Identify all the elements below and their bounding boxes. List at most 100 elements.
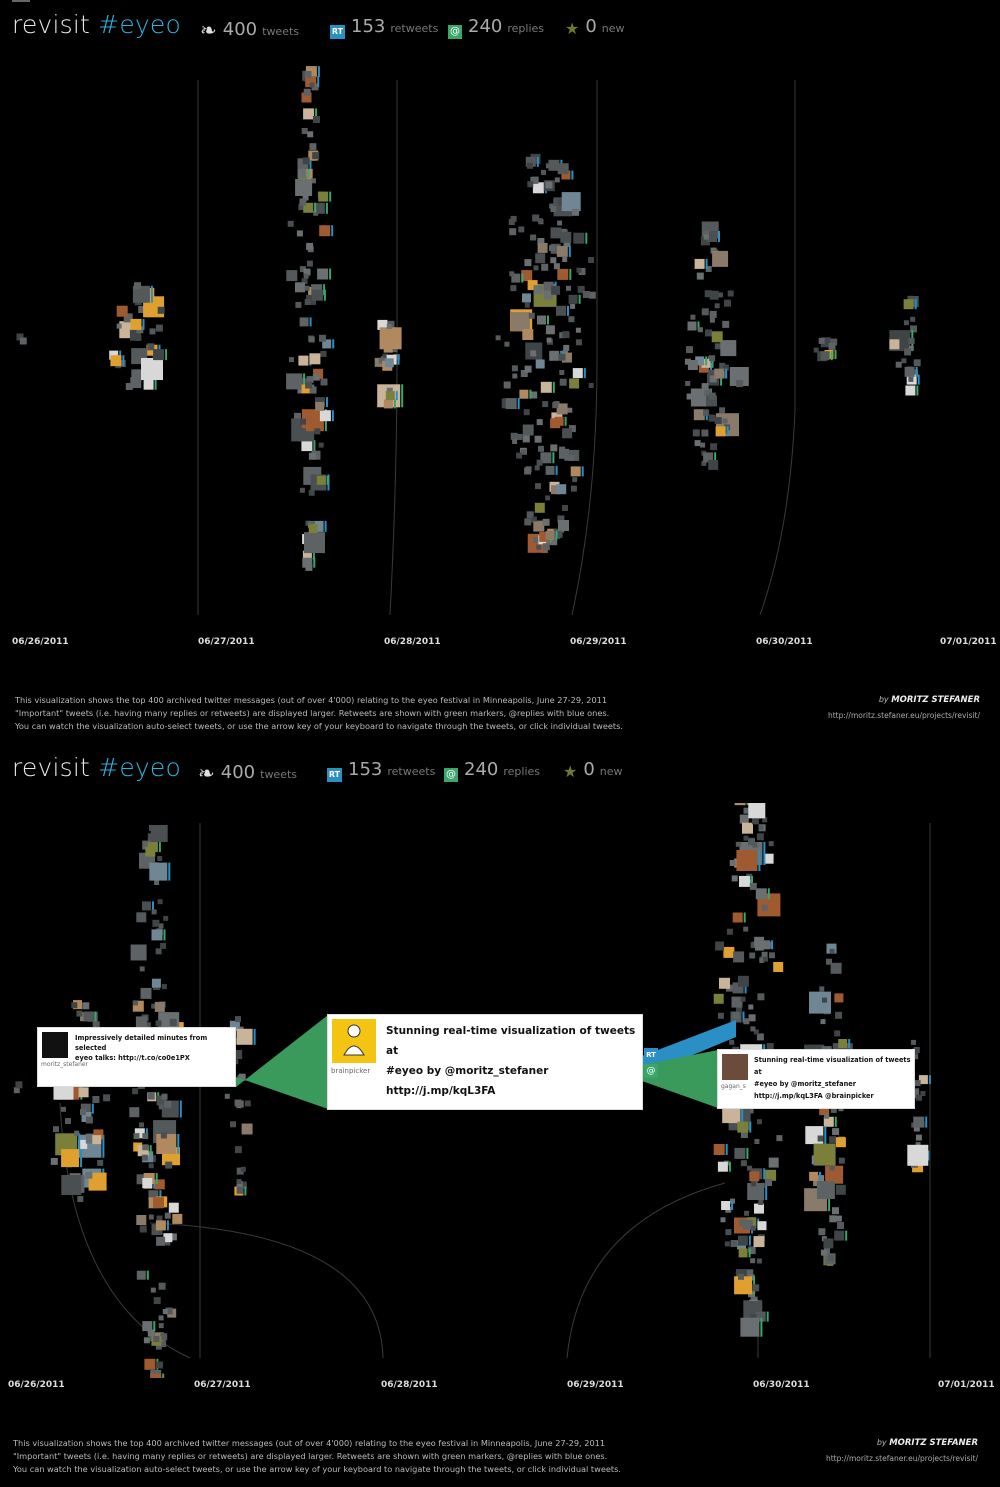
tweet-tile[interactable] [709,393,716,400]
tweet-tile[interactable] [153,349,164,360]
tweet-tile[interactable] [545,495,550,500]
tweet-tile[interactable] [523,435,530,442]
tweet-tile[interactable] [537,460,543,466]
tweet-tile[interactable] [589,383,594,388]
tweet-tile[interactable] [736,380,743,387]
tweet-tile[interactable] [819,338,825,344]
tweet-tile[interactable] [560,379,567,386]
tweet-tile[interactable] [386,391,395,400]
tweet-tile[interactable] [20,338,27,345]
tweet-tile[interactable] [319,335,326,342]
tweet-tile[interactable] [319,443,324,448]
tweet-tile[interactable] [534,265,539,270]
tweet-tile[interactable] [550,257,556,263]
tweet-tile[interactable] [697,273,704,280]
tweet-tile[interactable] [904,348,911,355]
tweet-tile[interactable] [545,181,552,188]
tweet-tile[interactable] [572,477,577,482]
tweet-tile[interactable] [702,383,709,390]
tweet-tile[interactable] [309,143,316,150]
tweet-tile[interactable] [286,373,302,389]
tweet-tile[interactable] [310,83,315,88]
tweet-tile[interactable] [566,286,571,291]
tweet-tile[interactable] [904,299,914,309]
tweet-card-retweet[interactable]: gagan_s Stunning real-time visualization… [718,1050,914,1108]
tweet-tile[interactable] [552,402,558,408]
tweet-tile[interactable] [914,359,921,366]
tweet-tile[interactable] [320,410,331,421]
tweet-tile[interactable] [387,324,392,329]
tweet-tile[interactable] [569,295,578,304]
tweet-tile[interactable] [712,251,728,267]
tweet-tile[interactable] [314,428,320,434]
tweet-tile[interactable] [562,257,567,262]
tweet-tile[interactable] [908,377,913,382]
tweet-tile[interactable] [303,108,314,119]
tweet-tile[interactable] [509,271,514,276]
tweet-tile[interactable] [589,292,596,299]
tweet-tile[interactable] [724,300,731,307]
tweet-tile[interactable] [512,374,517,379]
tweet-tile[interactable] [549,245,555,251]
tweet-tile[interactable] [687,394,693,400]
tweet-tile[interactable] [110,355,121,366]
tweet-tile[interactable] [695,259,705,269]
tweet-tile[interactable] [130,377,141,388]
tweet-tile[interactable] [289,357,294,362]
tweet-tile[interactable] [535,253,545,263]
tweet-tile[interactable] [905,386,915,396]
tweet-tile[interactable] [305,299,311,305]
tweet-tile[interactable] [510,285,516,291]
tweet-tile[interactable] [313,374,320,381]
tweet-tile[interactable] [698,327,703,332]
tweet-tile[interactable] [302,128,308,134]
tweet-tile[interactable] [150,328,156,334]
tweet-tile[interactable] [537,419,543,425]
tweet-tile[interactable] [295,179,312,196]
tweet-tile[interactable] [305,286,310,291]
tweet-tile[interactable] [524,409,530,415]
tweet-tile[interactable] [298,169,307,178]
tweet-tile[interactable] [559,354,566,361]
tweet-tile[interactable] [524,518,531,525]
tweet-tile[interactable] [710,443,717,450]
tweet-tile[interactable] [299,199,306,206]
tweet-tile[interactable] [519,390,528,399]
tweet-tile[interactable] [688,322,697,331]
tweet-tile[interactable] [536,360,545,369]
tweet-tile[interactable] [710,318,715,323]
tweet-tile[interactable] [525,366,532,373]
tweet-tile[interactable] [588,257,594,263]
tweet-tile[interactable] [555,177,560,182]
tweet-tile[interactable] [305,71,312,78]
tweet-tile[interactable] [577,268,582,273]
tweet-tile[interactable] [535,503,545,513]
tweet-tile[interactable] [901,358,906,363]
tweet-tile[interactable] [814,348,819,353]
tweet-tile[interactable] [509,228,516,235]
tweet-tile[interactable] [557,269,568,280]
tweet-tile[interactable] [709,415,716,422]
tweet-tile[interactable] [550,444,557,451]
tweet-tile[interactable] [506,398,517,409]
tweet-tile[interactable] [547,338,552,343]
tweet-tile[interactable] [562,505,568,511]
tweet-tile[interactable] [693,429,700,436]
tweet-tile[interactable] [704,235,709,240]
tweet-tile[interactable] [286,270,297,281]
tweet-tile[interactable] [496,335,501,340]
tweet-tile[interactable] [910,325,917,332]
tweet-tile[interactable] [532,215,539,222]
tweet-tile[interactable] [889,339,899,349]
tweet-tile[interactable] [694,409,705,420]
tweet-tile[interactable] [295,302,301,308]
tweet-tile[interactable] [715,417,722,424]
tweet-tile[interactable] [307,261,313,267]
tweet-tile[interactable] [297,230,303,236]
tweet-tile[interactable] [568,316,574,322]
tweet-tile[interactable] [546,163,551,168]
tweet-tile[interactable] [312,152,319,159]
tweet-tile[interactable] [546,325,555,334]
tweet-tile[interactable] [546,531,555,540]
tweet-tile[interactable] [723,419,728,424]
